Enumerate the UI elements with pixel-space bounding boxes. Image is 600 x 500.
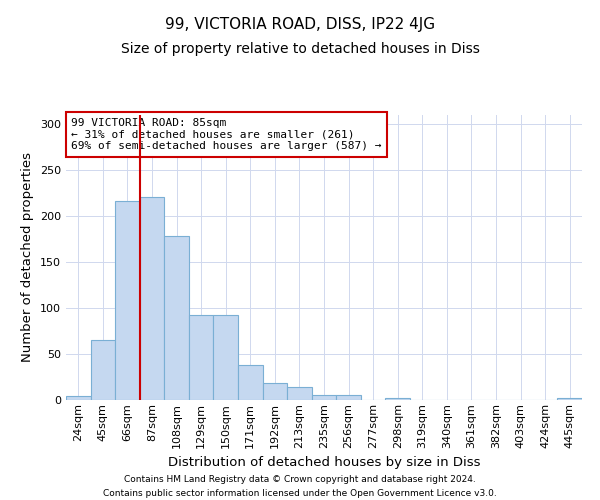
X-axis label: Distribution of detached houses by size in Diss: Distribution of detached houses by size … — [168, 456, 480, 469]
Bar — [115, 202, 140, 400]
Text: Size of property relative to detached houses in Diss: Size of property relative to detached ho… — [121, 42, 479, 56]
Bar — [189, 314, 214, 400]
Bar — [214, 314, 238, 400]
Bar — [287, 387, 312, 400]
Text: Contains HM Land Registry data © Crown copyright and database right 2024.: Contains HM Land Registry data © Crown c… — [124, 474, 476, 484]
Bar — [312, 396, 336, 400]
Bar — [164, 236, 189, 400]
Bar — [140, 197, 164, 400]
Bar — [385, 398, 410, 400]
Text: Contains public sector information licensed under the Open Government Licence v3: Contains public sector information licen… — [103, 490, 497, 498]
Bar — [557, 398, 582, 400]
Bar — [91, 340, 115, 400]
Text: 99, VICTORIA ROAD, DISS, IP22 4JG: 99, VICTORIA ROAD, DISS, IP22 4JG — [165, 18, 435, 32]
Text: 99 VICTORIA ROAD: 85sqm
← 31% of detached houses are smaller (261)
69% of semi-d: 99 VICTORIA ROAD: 85sqm ← 31% of detache… — [71, 118, 382, 151]
Bar — [336, 396, 361, 400]
Bar — [238, 365, 263, 400]
Y-axis label: Number of detached properties: Number of detached properties — [22, 152, 34, 362]
Bar — [66, 396, 91, 400]
Bar — [263, 382, 287, 400]
